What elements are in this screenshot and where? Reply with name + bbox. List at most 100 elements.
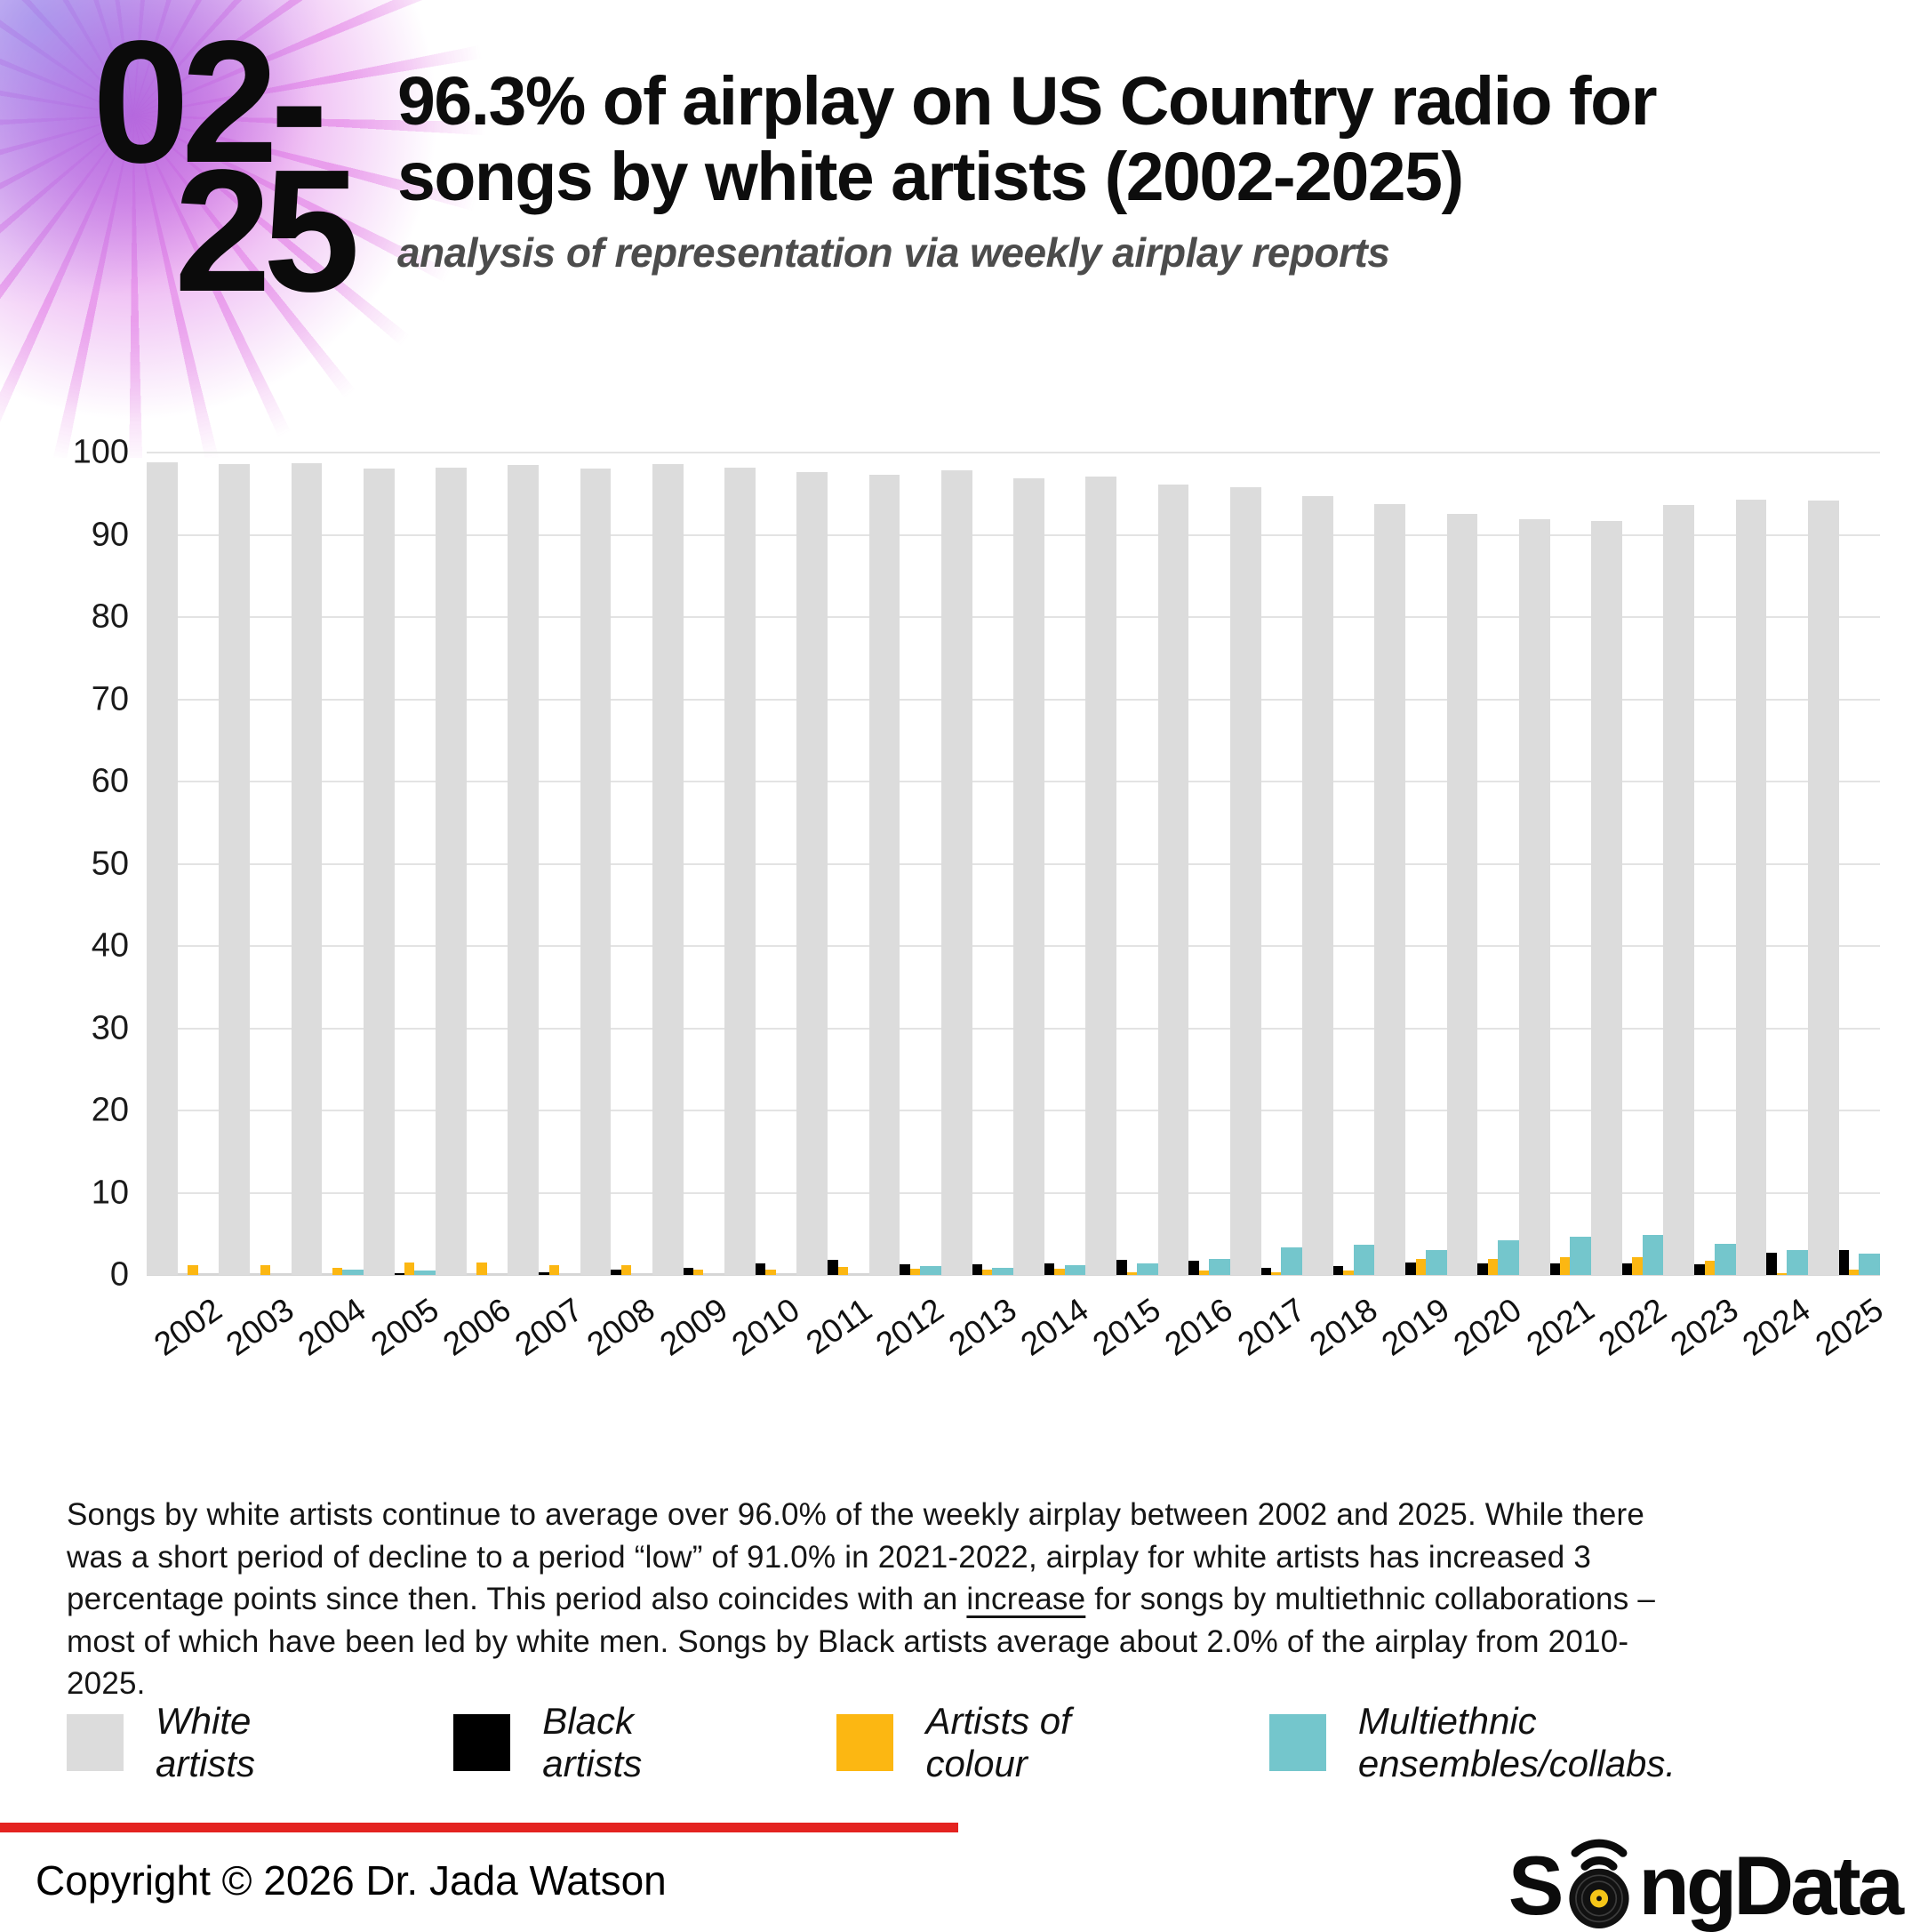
year-group-2024: 2024 (1735, 453, 1817, 1363)
bar-colour-2010 (765, 1270, 776, 1275)
legend-item-2: Artists of colour (836, 1700, 1140, 1785)
bar-multi-2020 (1498, 1240, 1519, 1275)
x-tick-label-2020: 2020 (1447, 1291, 1529, 1363)
bar-multi-2015 (1136, 1263, 1158, 1275)
bar-colour-2020 (1487, 1258, 1499, 1275)
gridline-100 (147, 452, 1880, 453)
year-group-2004: 2004 (291, 453, 372, 1363)
bar-black-2022 (1621, 1263, 1633, 1275)
y-tick-label-70: 70 (91, 680, 129, 717)
x-tick-label-2021: 2021 (1519, 1291, 1601, 1363)
bar-colour-2017 (1271, 1272, 1282, 1275)
paragraph-text-before: Songs by white artists continue to avera… (67, 1497, 1645, 1617)
legend-label-3: Multiethnic ensembles/collabs. (1357, 1700, 1676, 1784)
header: 96.3% of airplay on US Country radio for… (397, 64, 1837, 277)
year-group-2012: 2012 (868, 453, 950, 1363)
year-group-2020: 2020 (1446, 453, 1528, 1363)
year-group-2025: 2025 (1807, 453, 1890, 1363)
bar-colour-2023 (1704, 1261, 1715, 1275)
x-tick-label-2004: 2004 (292, 1291, 373, 1363)
bar-white-2022 (1591, 520, 1622, 1275)
x-tick-label-2003: 2003 (220, 1291, 301, 1363)
bar-multi-2012 (920, 1265, 941, 1275)
bar-multi-2019 (1425, 1250, 1447, 1275)
legend-item-0: White artists (67, 1700, 324, 1785)
bar-colour-2013 (982, 1270, 993, 1275)
bar-white-2018 (1302, 496, 1333, 1275)
legend-item-1: Black artists (453, 1700, 708, 1785)
bar-multi-2025 (1859, 1253, 1880, 1275)
year-group-2010: 2010 (724, 453, 806, 1363)
bar-colour-2005 (404, 1263, 415, 1275)
x-tick-label-2024: 2024 (1736, 1291, 1818, 1363)
bar-black-2024 (1766, 1253, 1777, 1275)
bar-white-2024 (1735, 499, 1767, 1275)
bar-multi-2005 (414, 1271, 436, 1275)
y-tick-label-20: 20 (91, 1091, 129, 1129)
legend-swatch-2 (836, 1714, 894, 1771)
bar-groups: 2002 2003 2004 2005 2006 2007 2008 2009 2010 2011… (147, 453, 1890, 1363)
x-tick-label-2018: 2018 (1302, 1291, 1384, 1363)
page-subtitle: analysis of representation via weekly ai… (397, 229, 1390, 277)
x-tick-label-2022: 2022 (1591, 1291, 1673, 1363)
bar-multi-2018 (1353, 1244, 1375, 1275)
paragraph-text-after: for songs by multiethnic collaborations … (67, 1582, 1655, 1702)
bar-white-2002 (147, 462, 178, 1275)
bar-white-2007 (508, 464, 540, 1275)
legend-label-0: White artists (156, 1700, 256, 1784)
x-tick-label-2012: 2012 (869, 1291, 951, 1363)
bar-white-2013 (940, 470, 972, 1275)
bar-black-2023 (1694, 1263, 1705, 1275)
bar-white-2023 (1663, 505, 1695, 1275)
bar-colour-2024 (1776, 1273, 1788, 1275)
bar-black-2007 (539, 1272, 549, 1275)
red-divider-line (0, 1823, 958, 1832)
bar-black-2015 (1116, 1260, 1127, 1275)
bar-black-2013 (972, 1263, 983, 1275)
bar-colour-2025 (1849, 1270, 1860, 1275)
year-group-2023: 2023 (1663, 453, 1745, 1363)
bar-multi-2013 (992, 1267, 1013, 1275)
bar-black-2014 (1044, 1263, 1055, 1275)
bar-colour-2012 (909, 1268, 921, 1275)
year-group-2007: 2007 (508, 453, 589, 1363)
bar-white-2006 (436, 467, 467, 1275)
bar-black-2017 (1260, 1267, 1272, 1275)
year-group-2002: 2002 (147, 453, 228, 1363)
bar-black-2012 (900, 1263, 910, 1275)
bar-multi-2017 (1281, 1247, 1302, 1275)
year-group-2006: 2006 (436, 453, 517, 1363)
y-tick-label-40: 40 (91, 926, 129, 965)
songdata-logo: S ngData (1508, 1824, 1904, 1928)
legend-label-1: Black artists (542, 1700, 643, 1784)
year-group-2022: 2022 (1591, 453, 1673, 1363)
bar-white-2017 (1229, 486, 1261, 1275)
bar-white-2008 (580, 468, 612, 1275)
bar-black-2018 (1332, 1265, 1344, 1275)
year-group-2014: 2014 (1013, 453, 1095, 1363)
x-tick-label-2010: 2010 (724, 1291, 806, 1363)
bar-white-2014 (1013, 477, 1044, 1275)
bar-colour-2004 (332, 1267, 343, 1275)
x-tick-label-2011: 2011 (799, 1291, 879, 1362)
legend-swatch-3 (1268, 1714, 1326, 1771)
bar-white-2012 (868, 474, 900, 1275)
badge-line2: 25 (174, 133, 360, 329)
bar-white-2009 (652, 463, 684, 1275)
x-tick-label-2006: 2006 (436, 1291, 517, 1363)
bar-multi-2022 (1642, 1234, 1664, 1275)
bar-white-2020 (1446, 514, 1478, 1275)
year-group-2008: 2008 (580, 453, 661, 1363)
bar-black-2019 (1405, 1263, 1416, 1275)
bar-colour-2006 (476, 1263, 487, 1275)
year-group-2019: 2019 (1374, 453, 1456, 1363)
y-tick-label-80: 80 (91, 597, 129, 636)
bar-black-2011 (828, 1260, 838, 1275)
x-tick-label-2005: 2005 (364, 1291, 445, 1363)
bar-colour-2018 (1343, 1271, 1354, 1275)
x-tick-label-2009: 2009 (652, 1291, 734, 1363)
bar-multi-2004 (342, 1270, 364, 1275)
y-tick-label-50: 50 (91, 845, 129, 882)
bar-colour-2008 (620, 1264, 632, 1275)
chart-legend: White artists Black artists Artists of col… (67, 1700, 1920, 1785)
